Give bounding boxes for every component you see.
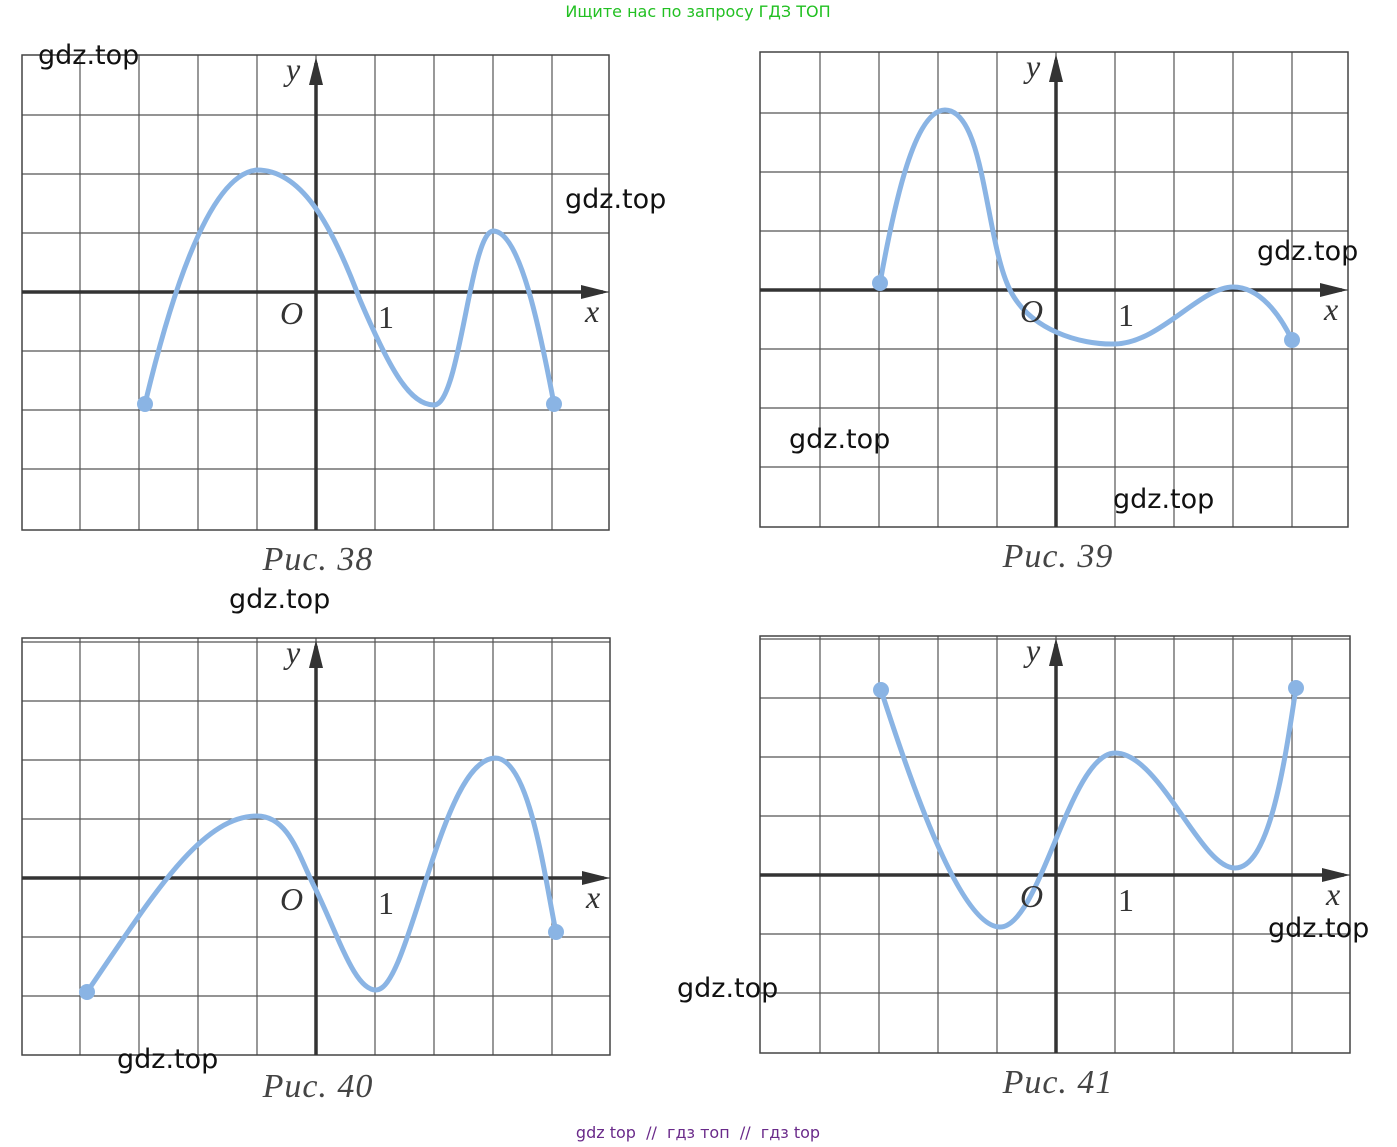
endpoint <box>548 924 564 940</box>
x-axis-arrow <box>582 871 610 885</box>
endpoint <box>873 682 889 698</box>
x-axis-label: x <box>584 293 599 329</box>
watermark: gdz.top <box>565 184 666 215</box>
watermark: gdz.top <box>117 1044 218 1075</box>
origin-label: O <box>280 295 303 331</box>
graph-figure: y x O 1 Рис. 39 <box>759 48 1349 575</box>
endpoint <box>1284 332 1300 348</box>
x-axis-label: x <box>1325 876 1340 912</box>
y-axis-label: y <box>283 634 301 670</box>
watermark: gdz.top <box>1113 484 1214 515</box>
endpoint <box>79 984 95 1000</box>
origin-label: O <box>1020 293 1043 329</box>
unit-label: 1 <box>378 299 394 335</box>
function-curve <box>84 755 559 995</box>
function-curve <box>878 685 1299 930</box>
unit-label: 1 <box>1118 882 1134 918</box>
caption: Рис. 39 <box>1002 538 1114 575</box>
x-axis-label: x <box>1323 291 1338 327</box>
x-axis-arrow <box>1320 283 1348 297</box>
watermark: gdz.top <box>677 973 778 1004</box>
caption: Рис. 40 <box>262 1068 374 1105</box>
endpoint <box>872 275 888 291</box>
x-axis-arrow <box>1322 868 1350 882</box>
unit-label: 1 <box>1118 297 1134 333</box>
watermark: gdz.top <box>1268 913 1369 944</box>
x-axis-arrow <box>581 285 609 299</box>
y-axis-label: y <box>1023 48 1041 84</box>
watermark: gdz.top <box>38 40 139 71</box>
graph-figure: y x O 1 Рис. 38 <box>21 51 610 578</box>
origin-label: O <box>280 881 303 917</box>
caption: Рис. 38 <box>262 541 374 578</box>
function-curve <box>877 107 1295 347</box>
function-curve <box>142 167 557 408</box>
y-axis-label: y <box>1023 632 1041 668</box>
watermark: gdz.top <box>229 584 330 615</box>
header: Ищите нас по запросу ГДЗ ТОП <box>565 2 830 21</box>
graph-figure: y x O 1 Рис. 40 <box>21 634 611 1105</box>
endpoint <box>137 396 153 412</box>
y-axis-arrow <box>309 640 323 668</box>
caption: Рис. 41 <box>1002 1064 1114 1101</box>
graph-figure: y x O 1 Рис. 41 <box>759 632 1351 1101</box>
x-axis-label: x <box>585 879 600 915</box>
endpoint <box>546 396 562 412</box>
endpoint <box>1288 680 1304 696</box>
y-axis-arrow <box>1049 638 1063 666</box>
footer: gdz top // гдз топ // гдз top <box>576 1123 820 1142</box>
y-axis-arrow <box>1049 54 1063 82</box>
watermark: gdz.top <box>789 424 890 455</box>
y-axis-arrow <box>309 57 323 85</box>
origin-label: O <box>1020 878 1043 914</box>
watermark: gdz.top <box>1257 236 1358 267</box>
y-axis-label: y <box>283 51 301 87</box>
unit-label: 1 <box>378 885 394 921</box>
